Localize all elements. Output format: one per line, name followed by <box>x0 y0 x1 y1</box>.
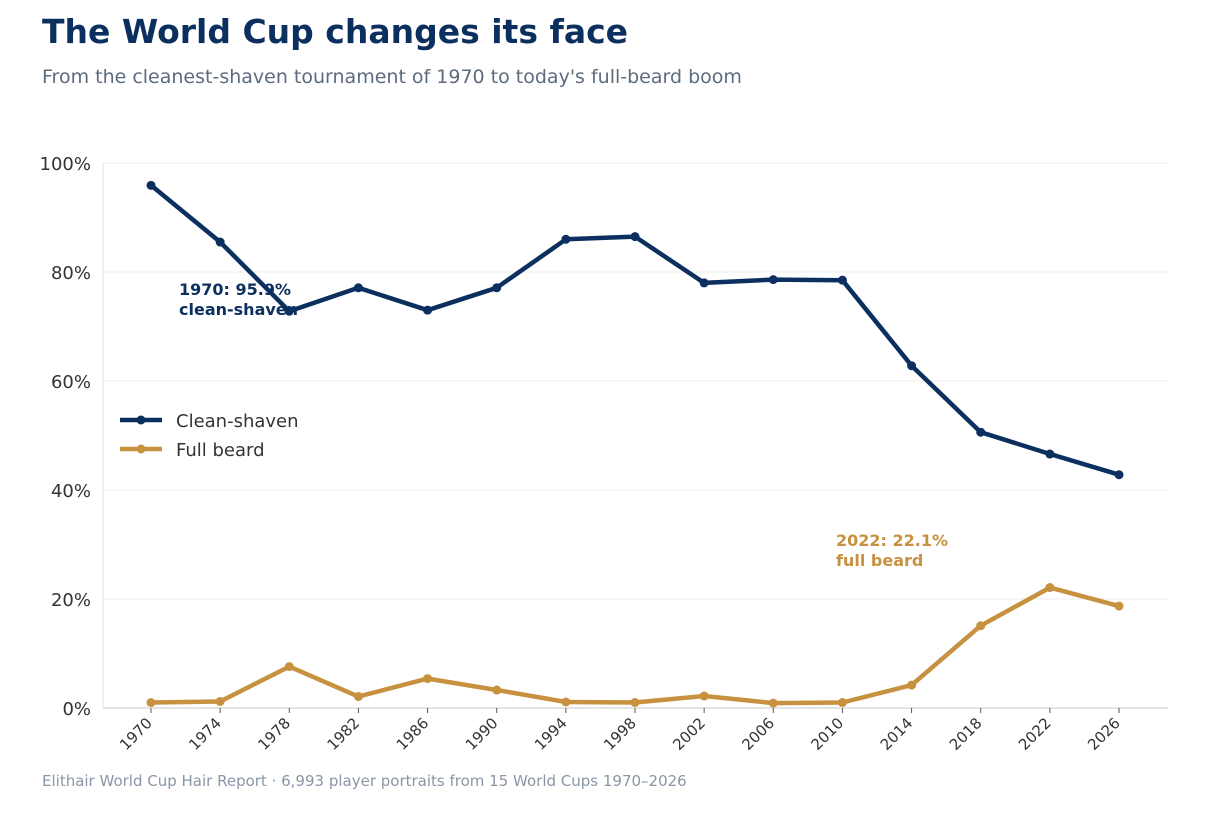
data-point <box>1045 583 1055 593</box>
legend-label: Full beard <box>176 440 265 461</box>
data-point <box>699 278 709 288</box>
x-tick-label: 2018 <box>946 714 986 754</box>
data-point <box>768 698 778 708</box>
x-tick-label: 2026 <box>1084 714 1124 754</box>
data-point <box>492 283 502 293</box>
data-point <box>423 674 433 684</box>
chart-title: The World Cup changes its face <box>42 12 629 51</box>
data-point <box>907 361 917 371</box>
data-point <box>146 698 156 708</box>
data-point <box>699 691 709 701</box>
data-point <box>353 692 363 702</box>
x-tick-label: 1978 <box>254 714 294 754</box>
data-point <box>837 698 847 708</box>
data-point <box>492 685 502 695</box>
x-tick-label: 1986 <box>393 714 433 754</box>
x-tick-label: 1994 <box>531 714 571 754</box>
source-note: Elithair World Cup Hair Report · 6,993 p… <box>42 772 687 790</box>
chart-subtitle: From the cleanest-shaven tournament of 1… <box>42 66 742 88</box>
data-point <box>423 305 433 315</box>
data-point <box>146 180 156 190</box>
data-point <box>630 232 640 242</box>
data-point <box>284 662 294 672</box>
data-point <box>1114 601 1124 611</box>
annotations: 1970: 95.9% clean-shaven 2022: 22.1% full b… <box>179 280 948 570</box>
x-axis: 1970 1974 1978 1982 1986 1990 1994 1998 2002 2006… <box>103 707 1168 754</box>
data-point <box>976 427 986 437</box>
data-point <box>1114 470 1124 480</box>
x-tick-label: 1998 <box>600 714 640 754</box>
data-point <box>561 234 571 244</box>
data-point <box>353 283 363 293</box>
series-lines <box>146 180 1124 708</box>
x-tick-label: 1970 <box>116 714 156 754</box>
x-tick-label: 2014 <box>877 714 917 754</box>
x-tick-label: 1982 <box>324 714 364 754</box>
x-tick-label: 2022 <box>1015 714 1055 754</box>
y-tick-label: 0% <box>62 699 91 720</box>
data-point <box>837 275 847 285</box>
legend-label: Clean-shaven <box>176 411 299 432</box>
y-axis: 0% 20% 40% 60% 80% 100% <box>40 154 104 720</box>
data-point <box>1045 449 1055 459</box>
data-point <box>907 680 917 690</box>
x-tick-label: 2010 <box>808 714 848 754</box>
data-point <box>561 697 571 707</box>
x-tick-label: 1974 <box>185 714 225 754</box>
x-tick-label: 1990 <box>462 714 502 754</box>
data-point <box>768 275 778 285</box>
legend-marker <box>136 415 146 425</box>
legend: Clean-shaven Full beard <box>120 411 299 461</box>
data-point <box>284 306 294 316</box>
y-tick-label: 40% <box>51 481 91 502</box>
annotation-label: 2022: 22.1% full beard <box>836 531 948 570</box>
y-tick-label: 100% <box>40 154 91 175</box>
y-tick-label: 20% <box>51 590 91 611</box>
x-tick-label: 2002 <box>669 714 709 754</box>
data-point <box>215 237 225 247</box>
y-tick-label: 80% <box>51 263 91 284</box>
data-point <box>976 621 986 631</box>
grid-lines <box>103 162 1168 600</box>
legend-marker <box>136 444 146 454</box>
x-tick-label: 2006 <box>738 714 778 754</box>
data-point <box>630 698 640 708</box>
data-point <box>215 696 225 706</box>
y-tick-label: 60% <box>51 372 91 393</box>
annotation-label: 1970: 95.9% clean-shaven <box>179 280 298 319</box>
series-line <box>148 585 1122 706</box>
